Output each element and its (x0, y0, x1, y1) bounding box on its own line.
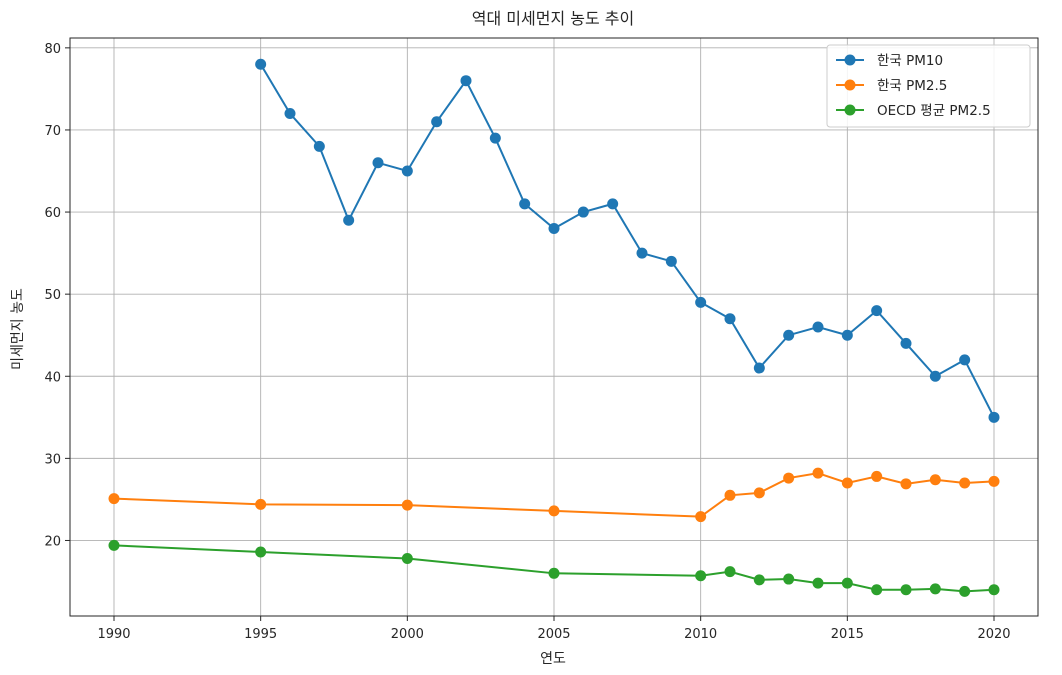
data-point (988, 411, 1000, 423)
legend-label: 한국 PM10 (877, 53, 943, 69)
data-point (841, 329, 853, 341)
legend-label: 한국 PM2.5 (877, 78, 947, 94)
y-tick-label: 30 (44, 452, 61, 467)
data-point (959, 354, 971, 366)
data-point (489, 132, 501, 144)
data-point (255, 546, 267, 558)
series-layer (108, 58, 1000, 597)
data-point (871, 584, 883, 596)
legend-item: OECD 평균 PM2.5 (836, 103, 991, 119)
series-2 (108, 539, 1000, 597)
data-point (988, 584, 1000, 596)
data-point (841, 477, 853, 489)
data-point (607, 198, 619, 210)
chart-title: 역대 미세먼지 농도 추이 (472, 9, 634, 28)
data-point (959, 585, 971, 597)
legend: 한국 PM10 한국 PM2.5 OECD 평균 PM2.5 (826, 44, 1031, 128)
x-tick-label: 2020 (977, 627, 1010, 642)
y-tick-label: 50 (44, 288, 61, 303)
data-point (255, 58, 267, 70)
y-tick-label: 70 (44, 124, 61, 139)
data-point (753, 487, 765, 499)
data-point (900, 584, 912, 596)
legend-box (826, 44, 1031, 128)
data-point (519, 198, 531, 210)
data-point (313, 140, 325, 152)
data-point (724, 566, 736, 578)
x-tick-label: 2005 (537, 627, 570, 642)
data-point (108, 493, 120, 505)
data-point (695, 511, 707, 523)
data-point (255, 498, 267, 510)
data-point (812, 577, 824, 589)
data-point (695, 570, 707, 582)
data-point (783, 573, 795, 585)
data-point (841, 577, 853, 589)
legend-label: OECD 평균 PM2.5 (877, 103, 991, 119)
legend-marker (844, 104, 856, 116)
data-point (372, 157, 384, 169)
data-point (636, 247, 648, 259)
x-tick-label: 2000 (391, 627, 424, 642)
data-point (871, 470, 883, 482)
data-point (401, 165, 413, 177)
data-point (988, 475, 1000, 487)
data-point (929, 370, 941, 382)
data-point (548, 505, 560, 517)
data-point (401, 499, 413, 511)
data-point (724, 489, 736, 501)
data-point (900, 478, 912, 490)
legend-marker (844, 79, 856, 91)
x-tick-label: 2015 (831, 627, 864, 642)
data-point (548, 567, 560, 579)
data-point (783, 329, 795, 341)
data-point (401, 553, 413, 565)
data-point (695, 296, 707, 308)
legend-item: 한국 PM10 (836, 53, 943, 69)
data-point (753, 362, 765, 374)
x-axis-label: 연도 (540, 651, 566, 667)
x-tick-label: 1995 (244, 627, 277, 642)
legend-marker (844, 54, 856, 66)
data-point (871, 305, 883, 317)
data-point (753, 574, 765, 586)
data-point (431, 116, 443, 128)
y-tick-label: 20 (44, 534, 61, 549)
data-point (812, 321, 824, 333)
x-tick-label: 2010 (684, 627, 717, 642)
data-point (284, 108, 296, 120)
data-point (812, 467, 824, 479)
series-1 (108, 467, 1000, 523)
data-point (900, 337, 912, 349)
data-point (548, 222, 560, 234)
axes-layer: 1990 1995 2000 2005 2010 2015 2020203040506070… (44, 37, 1039, 642)
data-point (724, 313, 736, 325)
data-point (783, 472, 795, 484)
data-point (959, 477, 971, 489)
data-point (929, 474, 941, 486)
series-0 (255, 58, 1000, 423)
data-point (665, 255, 677, 267)
y-axis-label: 미세먼지 농도 (10, 288, 26, 370)
data-point (577, 206, 589, 218)
data-point (929, 583, 941, 595)
y-tick-label: 60 (44, 206, 61, 221)
y-tick-label: 40 (44, 370, 61, 385)
y-tick-label: 80 (44, 42, 61, 57)
data-point (343, 214, 355, 226)
data-point (108, 539, 120, 551)
legend-item: 한국 PM2.5 (836, 78, 947, 94)
x-tick-label: 1990 (97, 627, 130, 642)
data-point (460, 75, 472, 87)
